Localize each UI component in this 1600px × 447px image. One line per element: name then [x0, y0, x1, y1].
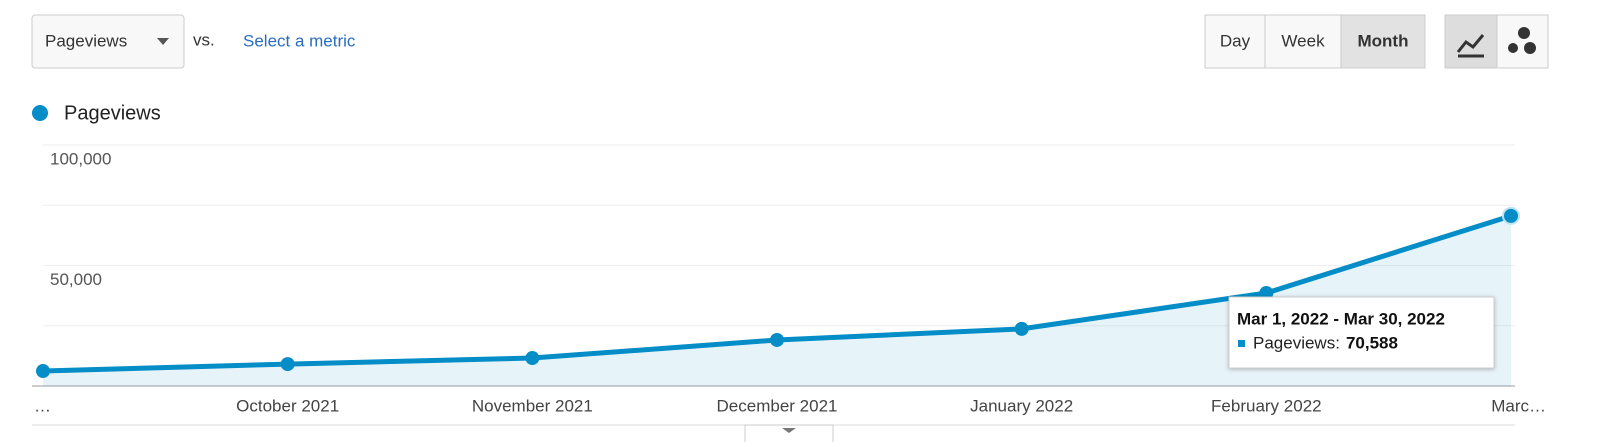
y-tick-label: 100,000 [50, 149, 111, 168]
period-button[interactable] [1340, 14, 1426, 69]
metric-dropdown[interactable]: Pageviews [31, 14, 185, 69]
tooltip-swatch [1238, 340, 1245, 347]
point[interactable] [770, 332, 784, 347]
x-tick-label: December 2021 [717, 396, 838, 415]
legend-label: Pageviews [64, 102, 161, 124]
period-buttons: Day Week Month [1204, 14, 1426, 69]
select-metric-link[interactable]: Select a metric [243, 31, 356, 50]
x-tick-label: January 2022 [970, 396, 1073, 415]
period-label: Day [1220, 31, 1251, 50]
period-button[interactable] [1204, 14, 1266, 69]
x-tick-label: Marc… [1491, 396, 1546, 415]
point[interactable] [1014, 321, 1029, 336]
legend-dot [32, 105, 48, 121]
x-tick-label: … [34, 396, 51, 415]
x-tick-label: October 2021 [236, 396, 339, 415]
y-tick-label: 50,000 [50, 270, 102, 289]
line-chart-toggle[interactable] [1444, 14, 1498, 69]
point[interactable] [280, 357, 295, 372]
period-label: Month [1358, 31, 1409, 50]
collapse-tab[interactable] [744, 424, 834, 446]
vs-label: vs. [193, 30, 215, 49]
tooltip-value: 70,588 [1346, 333, 1398, 352]
point[interactable] [1502, 206, 1520, 225]
period-label: Week [1281, 31, 1325, 50]
x-tick-label: November 2021 [472, 396, 593, 415]
point[interactable] [1259, 285, 1274, 300]
motion-chart-toggle[interactable] [1496, 14, 1549, 69]
area [43, 215, 1511, 386]
x-tick-label: February 2022 [1211, 396, 1322, 415]
tooltip-box [1228, 296, 1495, 369]
dropdown-label: Pageviews [45, 31, 127, 50]
period-button[interactable] [1264, 14, 1342, 69]
point[interactable] [525, 351, 540, 366]
plot: 50,000 100,000 … October 2021 November 2021 D… [32, 144, 1546, 415]
tooltip-label: Pageviews: [1253, 333, 1340, 352]
point[interactable] [36, 364, 50, 379]
tooltip: Mar 1, 2022 - Mar 30, 2022 Pageviews: 70,5… [1228, 296, 1495, 369]
tooltip-title: Mar 1, 2022 - Mar 30, 2022 [1237, 309, 1445, 328]
